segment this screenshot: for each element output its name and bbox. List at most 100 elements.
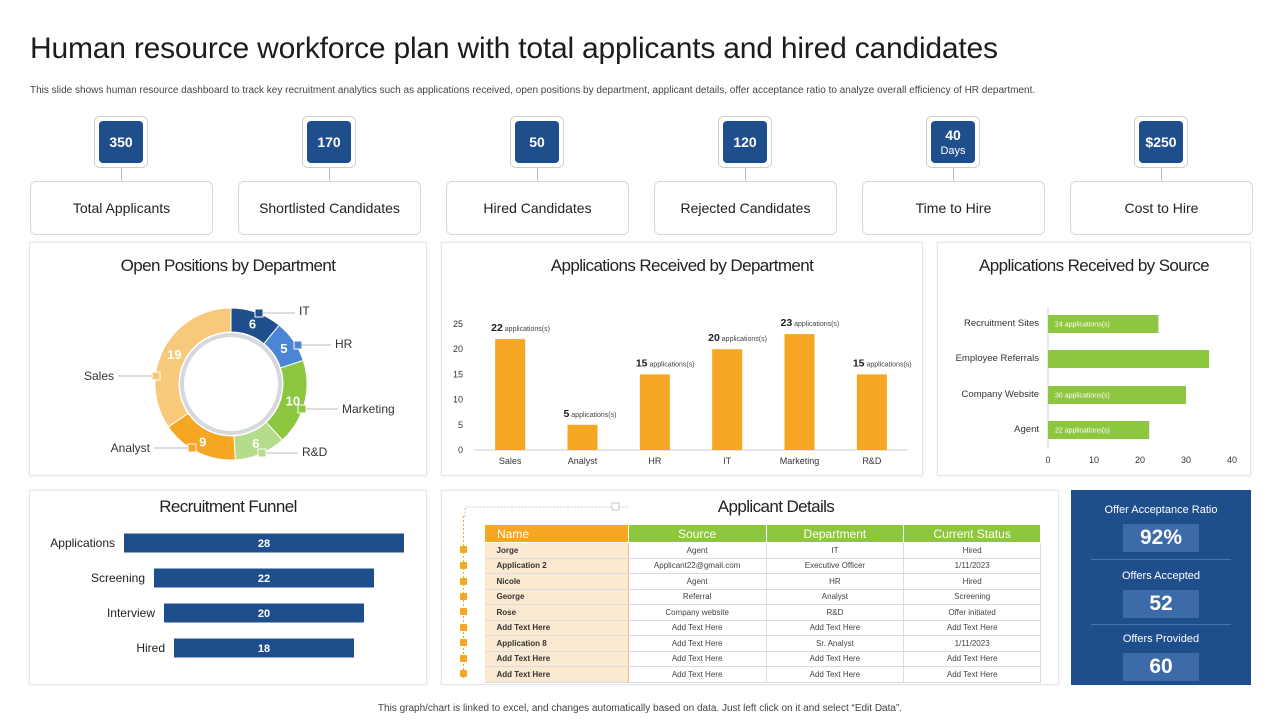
- kpi-label: Rejected Candidates: [654, 181, 837, 235]
- y-tick-label: 20: [453, 344, 463, 354]
- funnel-value: 28: [258, 538, 270, 550]
- kpi-badge: 50: [510, 116, 564, 168]
- cell-source: Agent: [628, 542, 767, 559]
- category-label: Employee Referrals: [956, 353, 1040, 364]
- cell-department: Add Text Here: [766, 620, 905, 636]
- x-tick-label: R&D: [862, 456, 882, 466]
- cell-source: Agent: [628, 573, 767, 590]
- funnel-value: 22: [258, 573, 270, 585]
- slice-category-label: Marketing: [342, 402, 395, 416]
- page-subtitle: This slide shows human resource dashboar…: [30, 85, 1036, 96]
- slice-category-label: Analyst: [111, 441, 151, 455]
- row-bullet: [460, 655, 467, 662]
- offers-provided-label: Offers Provided: [1122, 633, 1200, 645]
- bullet-rail: [463, 516, 464, 678]
- cell-department: Add Text Here: [766, 651, 905, 667]
- kpi-label: Time to Hire: [862, 181, 1045, 235]
- panel-title: Recruitment Funnel: [159, 497, 297, 516]
- cell-status: Add Text Here: [903, 620, 1041, 636]
- cell-department: Executive Officer: [766, 558, 905, 574]
- column-header-status: Current Status: [903, 524, 1041, 543]
- slice-value-label: 6: [252, 436, 259, 451]
- row-bullet: [460, 624, 467, 631]
- kpi-value: 120: [733, 134, 757, 150]
- cell-name: Application 8: [484, 635, 629, 652]
- kpi-total-applicants: 350 Total Applicants: [30, 116, 213, 236]
- kpi-shortlisted-candidates: 170 Shortlisted Candidates: [238, 116, 421, 236]
- panel-title: Applications Received by Department: [550, 256, 814, 275]
- offers-accepted-label: Offers Accepted: [1121, 570, 1201, 582]
- kpi-value: 40: [945, 127, 961, 143]
- cell-source: Add Text Here: [628, 620, 767, 636]
- cell-department: Sr. Analyst: [766, 635, 905, 652]
- bar: [1048, 386, 1186, 404]
- slice-marker: [151, 371, 161, 381]
- category-label: Company Website: [962, 389, 1039, 400]
- funnel-chart: 28 Applications 22 Screening 20 Interview 18 Hi…: [50, 533, 404, 658]
- y-tick-label: 15: [453, 369, 463, 379]
- cell-status: Offer initiated: [903, 604, 1041, 621]
- cell-name: Application 2: [484, 558, 629, 574]
- funnel-value: 18: [258, 643, 270, 655]
- funnel-bar: [164, 603, 364, 623]
- cell-status: Screening: [903, 589, 1041, 605]
- offer-ratio-label: Offer Acceptance Ratio: [1104, 504, 1218, 516]
- column-header-source: Source: [627, 524, 767, 543]
- row-bullet: [460, 562, 467, 569]
- cell-source: Company website: [628, 604, 767, 621]
- table-row: Jorge Agent IT Hired: [484, 542, 1041, 559]
- kpi-value: $250: [1145, 134, 1177, 150]
- row-bullet: [460, 578, 467, 585]
- cell-source: Add Text Here: [628, 666, 767, 683]
- open-positions-panel: Open Positions by Department 6 IT 5 HR 10 Mar…: [29, 242, 427, 476]
- table-row: Add Text Here Add Text Here Add Text Here A…: [484, 620, 1041, 636]
- bar: [1048, 315, 1159, 333]
- funnel-stage-label: Interview: [107, 606, 155, 620]
- applications-source-panel: Applications Received by Source Recruitm…: [937, 242, 1251, 476]
- kpi-unit: Days: [940, 145, 966, 157]
- column-header-name: Name: [484, 524, 629, 543]
- kpi-cost-to-hire: $250 Cost to Hire: [1070, 116, 1253, 236]
- panel-title: Applications Received by Source: [979, 256, 1210, 275]
- bar: [856, 374, 887, 450]
- x-tick-label: 20: [1135, 455, 1145, 465]
- cell-name: Add Text Here: [484, 651, 629, 667]
- y-tick-label: 25: [453, 319, 463, 329]
- kpi-rejected-candidates: 120 Rejected Candidates: [654, 116, 837, 236]
- slice-value-label: 6: [249, 317, 256, 332]
- kpi-value: 350: [109, 134, 133, 150]
- cell-department: Analyst: [766, 589, 905, 605]
- applicant-table: Name Source Department Current Status Jo…: [484, 524, 1041, 683]
- table-row: Add Text Here Add Text Here Add Text Here A…: [484, 666, 1041, 683]
- donut-chart: 6 IT 5 HR 10 Marketing 6 R&D 9 Analyst 19 Sales: [84, 304, 395, 461]
- slice-marker: [297, 404, 307, 414]
- slice-category-label: R&D: [302, 445, 328, 459]
- x-tick-label: 40: [1227, 455, 1237, 465]
- cell-name: Nicole: [484, 573, 629, 590]
- data-label: 15 applications(s): [853, 357, 912, 369]
- slice-value-label: 19: [167, 347, 181, 362]
- kpi-badge: 350: [94, 116, 148, 168]
- x-tick-label: HR: [648, 456, 661, 466]
- table-row: Rose Company website R&D Offer initiated: [484, 604, 1041, 621]
- table-row: Application 8 Add Text Here Sr. Analyst 1/1…: [484, 635, 1041, 652]
- kpi-label: Total Applicants: [30, 181, 213, 235]
- slice-category-label: HR: [335, 337, 353, 351]
- bar: [784, 334, 815, 450]
- cell-department: HR: [766, 573, 905, 590]
- cell-name: Rose: [484, 604, 629, 621]
- funnel-bar: [124, 533, 404, 553]
- kpi-badge: 170: [302, 116, 356, 168]
- data-label: 5 applications(s): [564, 408, 617, 420]
- funnel-stage-label: Applications: [50, 536, 115, 550]
- cell-name: Jorge: [484, 542, 629, 559]
- funnel-bar: [174, 638, 354, 658]
- row-bullet: [460, 546, 467, 553]
- funnel-bar: [154, 568, 374, 588]
- bar: [1048, 421, 1150, 439]
- cell-department: R&D: [766, 604, 905, 621]
- x-tick-label: 10: [1089, 455, 1099, 465]
- table-row: George Referral Analyst Screening: [484, 589, 1041, 605]
- kpi-value: 170: [317, 134, 341, 150]
- table-row: Nicole Agent HR Hired: [484, 573, 1041, 590]
